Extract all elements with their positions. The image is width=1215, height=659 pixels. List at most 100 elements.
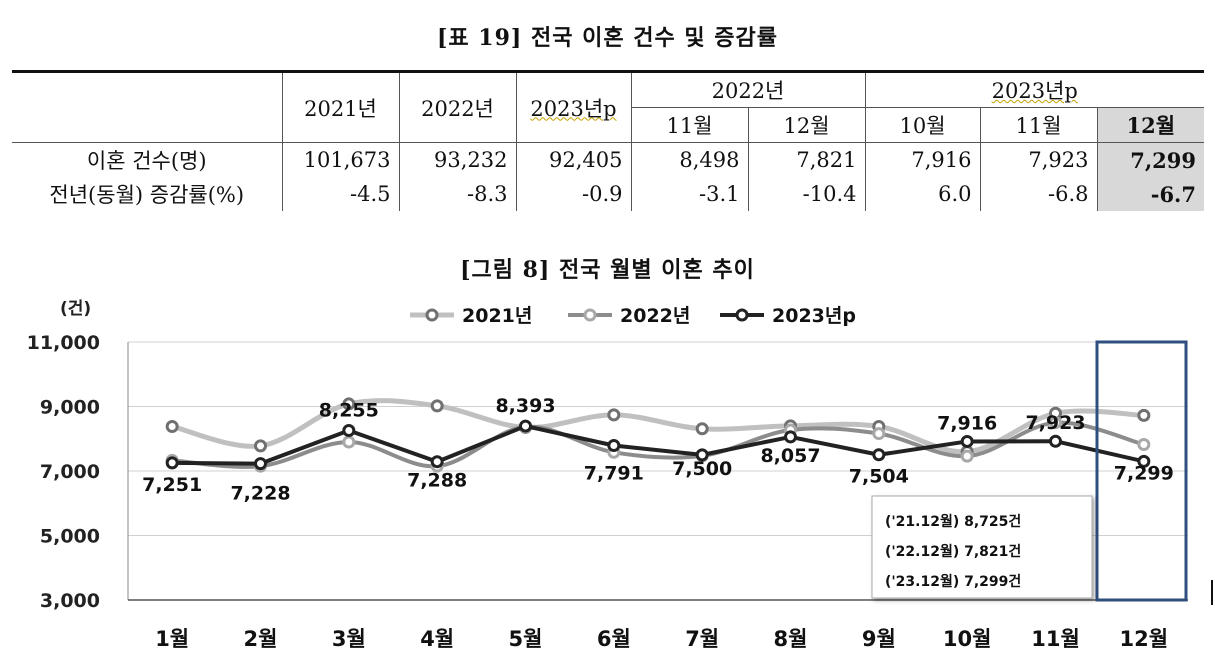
row-label: 전년(동월) 증감률(%) [12, 177, 283, 211]
annotation-box: ('21.12월) 8,725건 ('22.12월) 7,821건 ('23.12월… [871, 495, 1093, 599]
header-2023p: 2023년p [515, 70, 632, 143]
header-group-2023p: 2023년p [864, 70, 1204, 108]
data-point [695, 448, 709, 462]
y-tick-labels: 3,000 5,000 7,000 9,000 11,000 [27, 332, 100, 612]
y-tick-label: 11,000 [27, 332, 100, 354]
y-unit-label: (건) [60, 299, 91, 319]
table-cell: -3.1 [630, 177, 749, 211]
y-tick-label: 9,000 [40, 397, 100, 419]
series-line-2 [172, 420, 1145, 469]
data-point [872, 448, 886, 462]
x-tick-label: 3월 [332, 627, 366, 651]
legend-marker [425, 308, 439, 322]
data-label: 8,255 [319, 400, 379, 422]
data-point [165, 456, 179, 470]
data-point [519, 419, 532, 433]
data-label: 7,791 [584, 462, 644, 484]
data-point [1137, 438, 1151, 452]
monthly-divorce-line-chart: (건) 3,000 5,000 7,000 9,000 11,000 1월 2월 3월 4월 5… [27, 299, 1213, 651]
y-tick-label: 7,000 [40, 461, 100, 483]
table-cell: -8.3 [398, 177, 517, 211]
header-2022-nov: 11월 [630, 107, 749, 143]
header-2022-dec: 12월 [747, 107, 866, 143]
x-tick-label: 2월 [244, 627, 278, 651]
table-cell: -4.5 [281, 177, 400, 211]
legend-marker [583, 308, 597, 322]
header-2023-oct: 10월 [864, 107, 981, 143]
data-point [342, 424, 356, 438]
table-cell: 7,923 [979, 142, 1098, 177]
data-point [165, 419, 179, 433]
data-point [960, 449, 974, 463]
data-point [342, 435, 356, 449]
data-label: 7,288 [407, 470, 467, 492]
corner-cell [12, 70, 283, 143]
data-point [1049, 416, 1062, 430]
table-cell: 8,498 [630, 142, 749, 177]
annotation-line: ('22.12월) 7,821건 [885, 543, 1021, 560]
x-tick-label: 1월 [155, 627, 189, 651]
annotation-line: ('21.12월) 8,725건 [885, 513, 1021, 530]
table-cell: 101,673 [281, 142, 400, 177]
table-cell: 92,405 [515, 142, 632, 177]
table-cell: -6.7 [1096, 177, 1204, 211]
chart-title: [그림 8] 전국 월별 이혼 추이 [460, 257, 755, 283]
data-label: 7,500 [672, 458, 732, 480]
legend-marker [735, 308, 749, 322]
data-label: 7,299 [1114, 462, 1174, 484]
table-cell: 7,821 [747, 142, 866, 177]
table-cell: 6.0 [864, 177, 981, 211]
table-cell: -6.8 [979, 177, 1098, 211]
legend-label: 2022년 [620, 305, 690, 327]
data-point [342, 397, 356, 411]
x-tick-label: 7월 [685, 627, 719, 651]
x-tick-label: 10월 [943, 627, 992, 651]
legend: 2021년 2022년 2023년p [410, 305, 856, 327]
data-label: 7,916 [937, 412, 997, 434]
x-tick-label: 6월 [597, 627, 631, 651]
data-label: 7,923 [1025, 412, 1085, 434]
data-label: 7,228 [230, 483, 290, 505]
header-2021: 2021년 [281, 70, 400, 143]
table-cell: -10.4 [747, 177, 866, 211]
x-tick-label: 4월 [420, 627, 454, 651]
table-cell: 93,232 [398, 142, 517, 177]
legend-label: 2021년 [462, 305, 532, 327]
series-line-1 [171, 398, 1144, 455]
table-row-count: 이혼 건수(명) 101,673 93,232 92,405 8,498 7,8… [12, 142, 1204, 177]
data-labels: 7,251 7,228 8,255 7,288 8,393 7,791 7,500 8,057… [142, 395, 1174, 505]
data-label: 7,251 [142, 474, 202, 496]
header-group-2022: 2022년 [630, 70, 866, 108]
series-line-3 [172, 424, 1145, 466]
table-cell: -0.9 [515, 177, 632, 211]
x-tick-label: 11월 [1031, 627, 1080, 651]
data-label: 8,393 [495, 395, 555, 417]
annotation-line: ('23.12월) 7,299건 [885, 573, 1021, 590]
data-point [254, 457, 267, 471]
data-point [430, 399, 444, 413]
series-lines [165, 397, 1151, 473]
x-tick-label: 8월 [774, 627, 808, 651]
data-point [695, 422, 709, 436]
y-tick-label: 5,000 [40, 526, 100, 548]
data-point [1049, 434, 1062, 448]
header-2023-dec: 12월 [1096, 107, 1204, 143]
divorce-stats-table: 2021년 2022년 2023년p 2022년 2023년p 11월 12월 … [12, 70, 1204, 211]
y-tick-label: 3,000 [40, 590, 100, 612]
data-point [430, 455, 444, 469]
data-label: 8,057 [760, 445, 820, 467]
data-point [607, 438, 621, 452]
data-point [784, 430, 797, 444]
legend-label: 2023년p [772, 305, 856, 327]
data-point [1137, 454, 1151, 468]
data-point [960, 434, 974, 448]
x-tick-label: 9월 [862, 627, 896, 651]
table-title: [표 19] 전국 이혼 건수 및 증감률 [436, 25, 779, 51]
row-label: 이혼 건수(명) [12, 142, 283, 177]
table-row-rate: 전년(동월) 증감률(%) -4.5 -8.3 -0.9 -3.1 -10.4 … [12, 177, 1204, 211]
data-point [1137, 408, 1151, 422]
x-tick-label: 5월 [509, 627, 543, 651]
data-point [607, 408, 621, 422]
data-point [254, 439, 267, 453]
x-tick-label: 12월 [1120, 627, 1169, 651]
